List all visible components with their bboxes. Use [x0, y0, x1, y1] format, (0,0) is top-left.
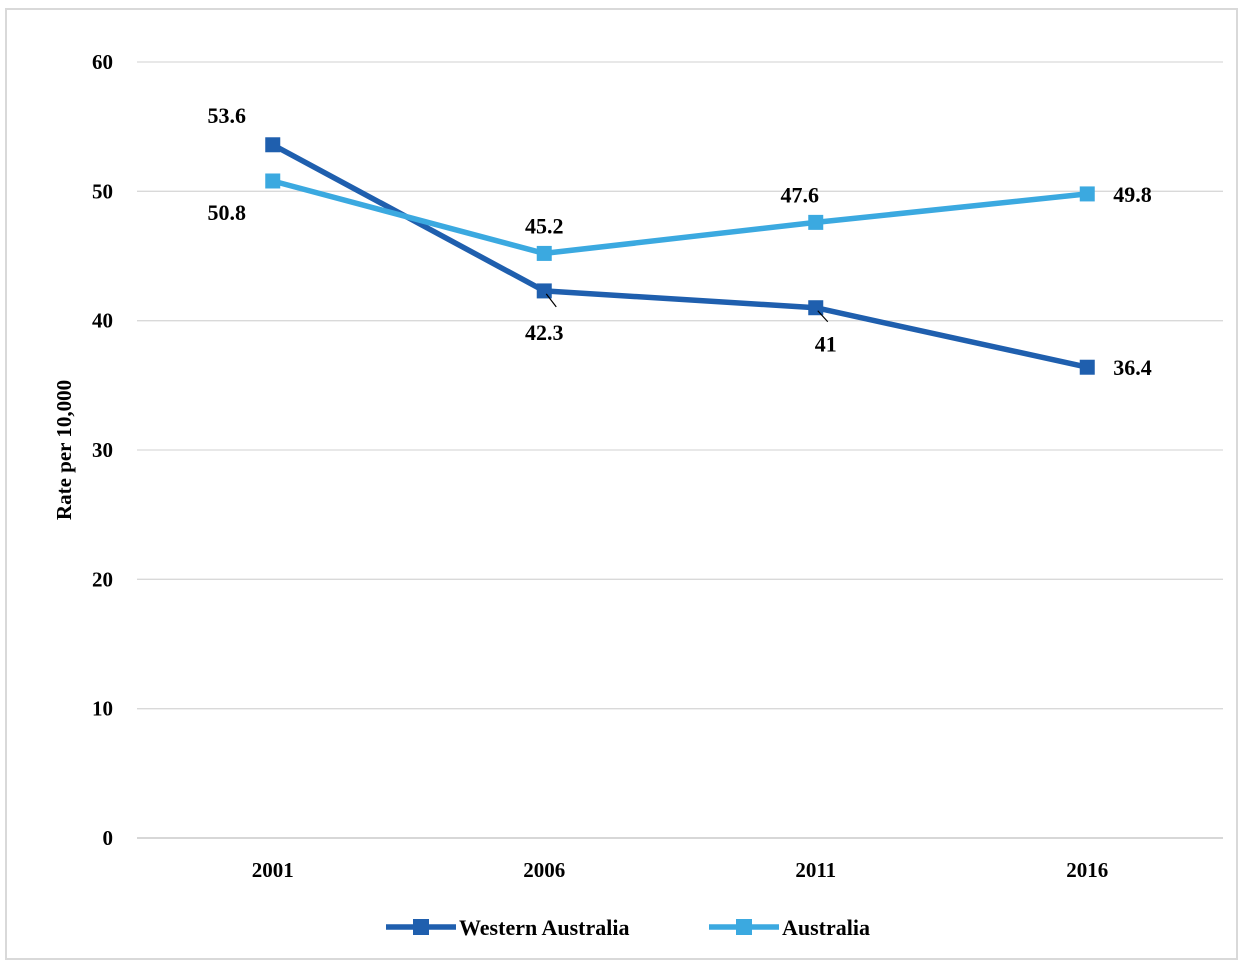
legend-label: Western Australia: [459, 915, 630, 940]
series-1-point: [808, 214, 824, 230]
series-0-point: [808, 300, 824, 316]
x-tick-label: 2006: [523, 858, 565, 882]
y-axis-title: Rate per 10,000: [52, 380, 76, 520]
series-0-point: [1079, 359, 1095, 375]
data-label: 41: [815, 332, 837, 357]
y-tick-label: 0: [103, 826, 114, 850]
series-line-1: [272, 178, 1088, 257]
label-leader-line: [817, 310, 829, 323]
x-tick-label: 2011: [795, 858, 836, 882]
legend-label: Australia: [782, 915, 870, 940]
data-label: 50.8: [208, 200, 247, 225]
y-tick-label: 60: [92, 50, 113, 74]
y-axis-ticks: 0 10 20 30 40 50 60: [92, 50, 113, 850]
data-label: 45.2: [525, 213, 564, 238]
y-tick-label: 40: [92, 309, 113, 333]
y-tick-label: 50: [92, 179, 113, 203]
gridlines: [137, 61, 1223, 839]
data-label: 42.3: [525, 320, 564, 345]
legend-swatch-marker: [413, 919, 429, 935]
x-tick-label: 2001: [252, 858, 294, 882]
label-leader-line: [545, 293, 557, 308]
series-line-0: [271, 142, 1088, 370]
legend: Western Australia Australia: [386, 915, 870, 940]
series-0-point: [536, 283, 552, 299]
legend-swatch-marker: [736, 919, 752, 935]
series-group: [265, 137, 1095, 375]
series-1-point: [1079, 186, 1095, 202]
series-1-point: [265, 173, 281, 189]
data-label: 53.6: [208, 103, 247, 128]
y-tick-label: 10: [92, 697, 113, 721]
y-tick-label: 30: [92, 438, 113, 462]
series-0-point: [265, 137, 281, 153]
series-1-point: [536, 245, 552, 261]
x-axis-ticks: 2001 2006 2011 2016: [252, 858, 1109, 882]
data-label: 36.4: [1113, 355, 1152, 380]
x-tick-label: 2016: [1066, 858, 1108, 882]
data-label: 47.6: [781, 182, 820, 207]
chart-frame: [5, 8, 1238, 960]
data-labels: 53.6 42.3 41 36.4 50.8 45.2 47.6 49.8: [208, 103, 1152, 380]
data-label: 49.8: [1113, 182, 1152, 207]
y-tick-label: 20: [92, 567, 113, 591]
